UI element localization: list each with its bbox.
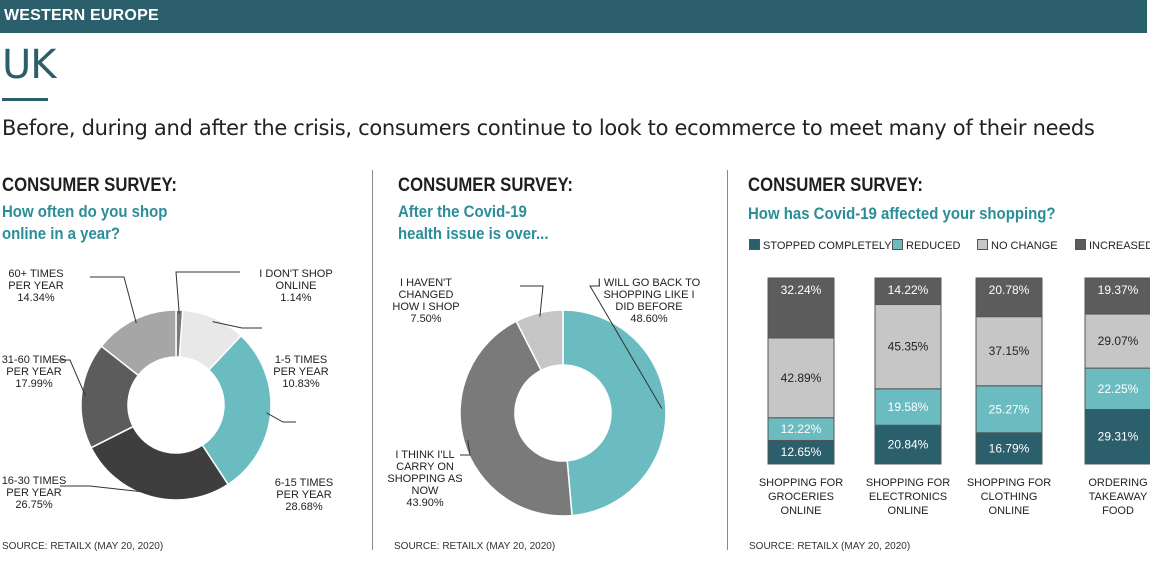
legend-item-no-change: NO CHANGE bbox=[977, 239, 1058, 252]
bar-value-label: 25.27% bbox=[989, 402, 1030, 416]
donut1-leader-line bbox=[212, 321, 262, 329]
region-banner: WESTERN EUROPE bbox=[0, 0, 1147, 33]
panel3-source: SOURCE: RETAILX (MAY 20, 2020) bbox=[749, 541, 911, 552]
stacked-bar-segment bbox=[975, 385, 1043, 434]
bar-value-label: 29.07% bbox=[1098, 334, 1139, 348]
donut2-slice bbox=[459, 320, 573, 517]
bar-value-label: 19.58% bbox=[888, 400, 929, 414]
bar-value-label: 20.78% bbox=[989, 283, 1030, 297]
donut2-slice-label: I HAVEN'T CHANGED HOW I SHOP 7.50% bbox=[392, 277, 459, 325]
legend-label: INCREASED bbox=[1089, 240, 1150, 252]
legend-label: REDUCED bbox=[906, 240, 961, 252]
donut2-leader-line bbox=[460, 440, 471, 456]
panel2-question-line2: health issue is over... bbox=[398, 224, 549, 243]
donut2-slice-label: I WILL GO BACK TO SHOPPING LIKE I DID BEFO… bbox=[598, 277, 701, 325]
legend-item-increased: INCREASED bbox=[1075, 239, 1150, 252]
panel-divider-2 bbox=[727, 170, 728, 550]
stacked-bar-segment bbox=[874, 277, 942, 305]
stacked-bar-segment bbox=[874, 424, 942, 465]
donut1-slice-label: 16-30 TIMES PER YEAR 26.75% bbox=[2, 475, 67, 511]
stacked-bar-segment bbox=[1084, 277, 1150, 315]
panel-divider-1 bbox=[372, 170, 373, 550]
donut1-leader-line bbox=[175, 271, 240, 315]
legend-swatch bbox=[892, 239, 903, 250]
donut1-slice bbox=[100, 309, 177, 377]
bar-value-label: 29.31% bbox=[1098, 430, 1139, 444]
stacked-bar-segment bbox=[874, 303, 942, 390]
bar-category-label: SHOPPING FOR CLOTHING ONLINE bbox=[967, 477, 1051, 517]
donut1-slice-label: 31-60 TIMES PER YEAR 17.99% bbox=[2, 354, 67, 390]
bar-value-label: 42.89% bbox=[781, 371, 822, 385]
stacked-bar-segment bbox=[767, 277, 835, 339]
bar-value-label: 22.25% bbox=[1098, 382, 1139, 396]
bar-category-label: SHOPPING FOR GROCERIES ONLINE bbox=[759, 477, 843, 517]
donut1-slice-label: 6-15 TIMES PER YEAR 28.68% bbox=[275, 477, 334, 513]
title-underline bbox=[2, 98, 48, 101]
stacked-bar-segment bbox=[1084, 313, 1150, 369]
donut2-slice bbox=[515, 309, 564, 372]
bar-value-label: 16.79% bbox=[989, 441, 1030, 455]
donut1-leader-line bbox=[58, 359, 86, 397]
legend-swatch bbox=[1075, 239, 1086, 250]
panel2-source: SOURCE: RETAILX (MAY 20, 2020) bbox=[394, 541, 556, 552]
donut1-slice bbox=[90, 425, 230, 501]
stacked-bar-segment bbox=[1084, 367, 1150, 410]
panel2-question-line1: After the Covid-19 bbox=[398, 202, 527, 221]
stacked-bar-segment bbox=[874, 388, 942, 426]
legend-item-stopped: STOPPED COMPLETELY bbox=[749, 239, 892, 252]
donut1-leader-line bbox=[90, 276, 137, 324]
bar-value-label: 12.22% bbox=[781, 422, 822, 436]
bar-category-label: ORDERING TAKEAWAY FOOD bbox=[1088, 477, 1148, 517]
donut2-slice-label: I THINK I'LL CARRY ON SHOPPING AS NOW 43.90% bbox=[387, 449, 462, 509]
bar-value-label: 19.37% bbox=[1098, 283, 1139, 297]
donut1-slice-label: 1-5 TIMES PER YEAR 10.83% bbox=[273, 354, 328, 390]
panel3-title: CONSUMER SURVEY: bbox=[748, 175, 923, 196]
donut2-leader-line bbox=[589, 285, 663, 409]
page-subtitle: Before, during and after the crisis, con… bbox=[2, 116, 1095, 140]
bar-value-label: 37.15% bbox=[989, 344, 1030, 358]
bar-value-label: 20.84% bbox=[888, 438, 929, 452]
panel2-title: CONSUMER SURVEY: bbox=[398, 175, 573, 196]
panel1-source: SOURCE: RETAILX (MAY 20, 2020) bbox=[2, 541, 164, 552]
donut1-slice-label: 60+ TIMES PER YEAR 14.34% bbox=[8, 268, 63, 304]
legend-item-reduced: REDUCED bbox=[892, 239, 960, 252]
panel3-question: How has Covid-19 affected your shopping? bbox=[748, 204, 1056, 223]
stacked-bar-segment bbox=[767, 337, 835, 419]
panel1-title: CONSUMER SURVEY: bbox=[2, 175, 177, 196]
region-label: WESTERN EUROPE bbox=[4, 7, 159, 24]
donut2-leader-line bbox=[520, 285, 544, 317]
legend-label: STOPPED COMPLETELY bbox=[763, 240, 892, 252]
panel1-question-line2: online in a year? bbox=[2, 224, 121, 243]
bar-category-label: SHOPPING FOR ELECTRONICS ONLINE bbox=[866, 477, 950, 517]
legend-swatch bbox=[977, 239, 988, 250]
bar-value-label: 32.24% bbox=[781, 283, 822, 297]
stacked-bar-segment bbox=[975, 432, 1043, 465]
legend-label: NO CHANGE bbox=[991, 240, 1058, 252]
stacked-bar-segment bbox=[975, 277, 1043, 318]
legend-swatch bbox=[749, 239, 760, 250]
donut1-slice bbox=[201, 334, 272, 486]
donut2-slice bbox=[562, 309, 667, 517]
country-title: UK bbox=[2, 42, 57, 88]
panel1-question-line1: How often do you shop bbox=[2, 202, 168, 221]
bar-value-label: 12.65% bbox=[781, 445, 822, 459]
donut1-slice-label: I DON'T SHOP ONLINE 1.14% bbox=[259, 268, 332, 304]
donut1-leader-line bbox=[266, 412, 296, 423]
stacked-bar-segment bbox=[1084, 408, 1150, 465]
bar-value-label: 45.35% bbox=[888, 340, 929, 354]
donut1-leader-line bbox=[60, 485, 153, 494]
bar-value-label: 14.22% bbox=[888, 283, 929, 297]
stacked-bar-segment bbox=[975, 316, 1043, 387]
